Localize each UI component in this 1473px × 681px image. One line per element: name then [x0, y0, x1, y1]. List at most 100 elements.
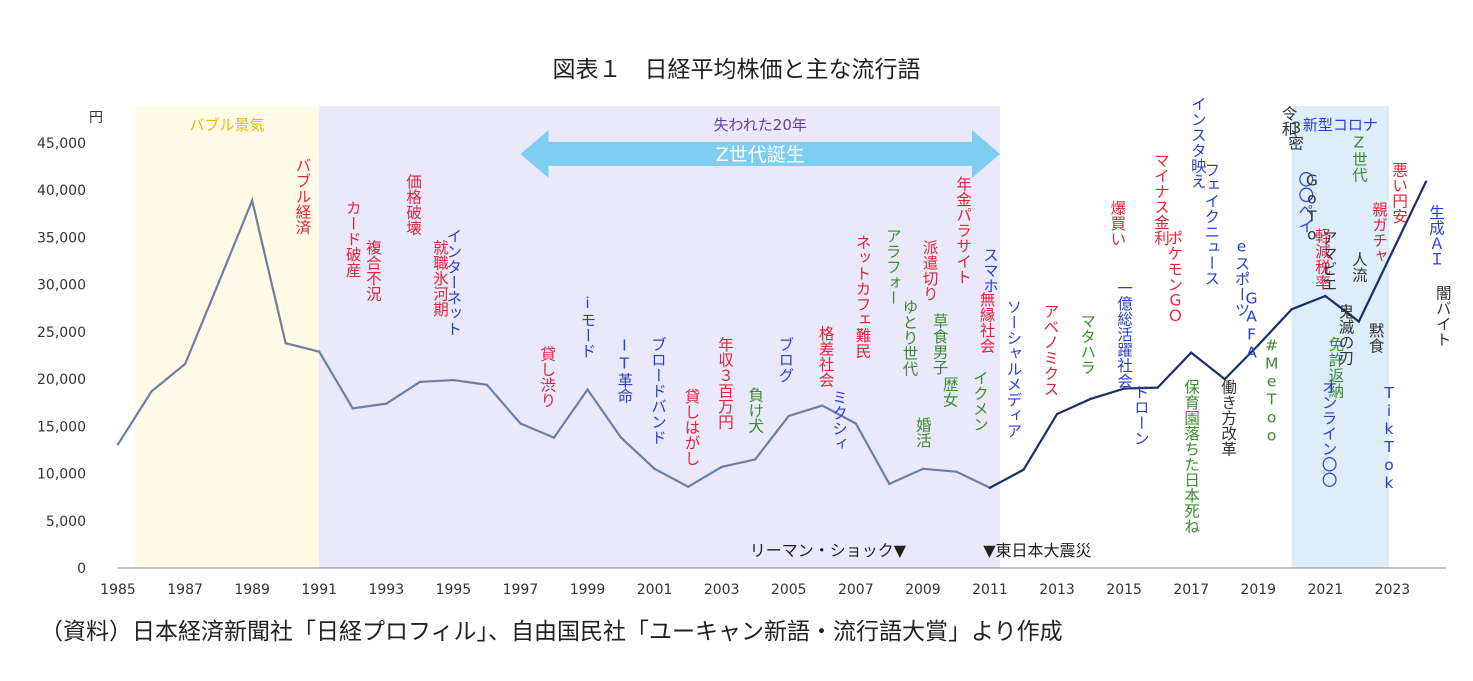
buzzword-label: 悪い円安 [1390, 162, 1408, 224]
buzzword-label: 〇〇ペイ [1296, 171, 1314, 233]
buzzword-label: 鬼滅の刃 [1336, 303, 1354, 367]
x-tick-label: 1991 [301, 582, 337, 598]
buzzword-label: フェイクニュース [1202, 162, 1220, 286]
data-point [1257, 343, 1260, 347]
x-tick-label: 2007 [838, 582, 874, 598]
data-point [1022, 468, 1025, 471]
data-point [385, 402, 388, 405]
buzzword-label: IT革命 [615, 337, 633, 404]
buzzword-label: #MeToo [1263, 337, 1281, 445]
arrow-label: Z世代誕生 [716, 144, 805, 166]
x-tick-label: 2003 [704, 582, 740, 598]
event-label: ▼東日本大震災 [983, 541, 1091, 560]
buzzword-label: 派遣切り [921, 239, 939, 301]
data-point [1424, 180, 1428, 183]
data-point [1089, 397, 1092, 401]
data-point [720, 465, 723, 469]
x-tick-label: 1985 [100, 582, 136, 598]
x-tick-label: 2009 [905, 582, 941, 598]
buzzword-label: ３密 [1286, 119, 1304, 150]
x-tick-label: 1995 [436, 582, 472, 598]
event-label: リーマン・ショック▼ [750, 541, 907, 560]
data-point [754, 458, 757, 461]
data-point [586, 388, 589, 391]
buzzword-label: 保育園落ちた日本死ね [1182, 379, 1200, 534]
buzzword-label: ミクシィ [830, 390, 848, 452]
buzzword-label: マタハラ [1078, 313, 1096, 375]
buzzword-label: 生成ＡＩ [1427, 204, 1445, 266]
y-tick-label: 35,000 [37, 230, 86, 246]
buzzword-label: 歴女 [941, 376, 959, 407]
buzzword-label: GoTo [1303, 171, 1321, 243]
buzzword-label: スマホ [981, 247, 999, 294]
data-point [1156, 386, 1159, 389]
x-tick-label: 1999 [570, 582, 606, 598]
buzzword-label: 一億総活躍社会 [1115, 280, 1133, 389]
data-point [1357, 320, 1361, 323]
arrow-top-label: 失われた20年 [714, 116, 807, 134]
x-tick-label: 2017 [1173, 582, 1209, 598]
data-point [787, 414, 790, 418]
buzzword-label: 婚活 [914, 417, 932, 449]
buzzword-label: ブロードバンド [649, 336, 667, 445]
buzzword-label: ゆとり世代 [900, 298, 918, 377]
buzzword-label: 黙食 [1367, 322, 1385, 354]
buzzword-label: ネットカフェ難民 [854, 235, 872, 360]
source-note: （資料）日本経済新聞社「日経プロフィル」、自由国民社「ユーキャン新語・流行語大賞… [40, 619, 1063, 645]
buzzword-label: 貸し渋り [538, 346, 556, 409]
buzzword-label: 年収３百万円 [716, 336, 734, 431]
data-point [217, 281, 220, 284]
z-generation-arrow: 失われた20年 Z世代誕生 [520, 116, 1001, 178]
data-point [485, 383, 489, 386]
period-band [319, 106, 1001, 568]
buzzword-label: 無縁社会 [978, 291, 996, 354]
buzzword-label: 年金パラサイト [954, 176, 972, 285]
buzzword-label: マイナス金利 [1152, 152, 1170, 245]
data-point [1391, 250, 1394, 253]
buzzword-label: アマビエ [1320, 230, 1338, 292]
buzzword-label: アベノミクス [1041, 304, 1059, 397]
buzzword-label: 令和 [1279, 105, 1297, 136]
data-point [284, 342, 287, 345]
buzzword-label: イクメン [971, 370, 989, 432]
data-point [1189, 351, 1193, 354]
buzzword-label: 就職氷河期 [431, 239, 449, 318]
period-bands: バブル景気 新型コロナ [134, 106, 1390, 568]
x-axis: 1985 1987 1989 1991 1993 1995 1997 1999 2001 2003… [100, 567, 1446, 598]
buzzword-label: TikTok [1380, 384, 1398, 492]
buzzword-label: 草食男子 [931, 313, 949, 376]
x-tick-label: 2013 [1039, 582, 1075, 598]
buzzword-label: 価格破壊 [404, 173, 422, 236]
x-tick-label: 1997 [503, 582, 539, 598]
period-band [134, 106, 320, 568]
data-point [1324, 294, 1327, 298]
buzzword-label: eスポーツ [1232, 237, 1250, 317]
band-label: バブル景気 [189, 116, 264, 134]
x-tick-label: 1989 [234, 582, 270, 598]
buzzword-label: アラフォー [884, 228, 902, 306]
data-point [116, 443, 120, 446]
buzzword-label: ポケモンＧＯ [1165, 230, 1183, 323]
data-point [318, 350, 321, 353]
y-axis-label: 円 [89, 110, 103, 126]
y-tick-label: 15,000 [37, 419, 86, 435]
buzzword-label: 親ガチャ [1370, 201, 1388, 263]
buzzword-label: 複合不況 [364, 239, 382, 303]
y-tick-label: 0 [77, 561, 86, 577]
buzzword-label: iモード [579, 294, 597, 359]
series-line-late [989, 181, 1427, 489]
y-tick-label: 40,000 [37, 183, 86, 199]
buzzword-label: Z世代 [1350, 134, 1368, 184]
data-point [619, 436, 623, 439]
y-tick-label: 5,000 [46, 514, 86, 530]
nikkei-line [116, 180, 1428, 489]
x-tick-label: 2011 [972, 582, 1008, 598]
data-point [686, 485, 690, 488]
buzzword-label: 爆買い [1108, 198, 1126, 246]
data-point [351, 407, 354, 410]
buzzword-label: インターネット [444, 228, 462, 337]
x-tick-label: 1993 [368, 582, 404, 598]
buzzword-label: 格差社会 [817, 325, 835, 388]
data-point [183, 362, 187, 366]
buzzword-label: 負け犬 [746, 386, 764, 433]
